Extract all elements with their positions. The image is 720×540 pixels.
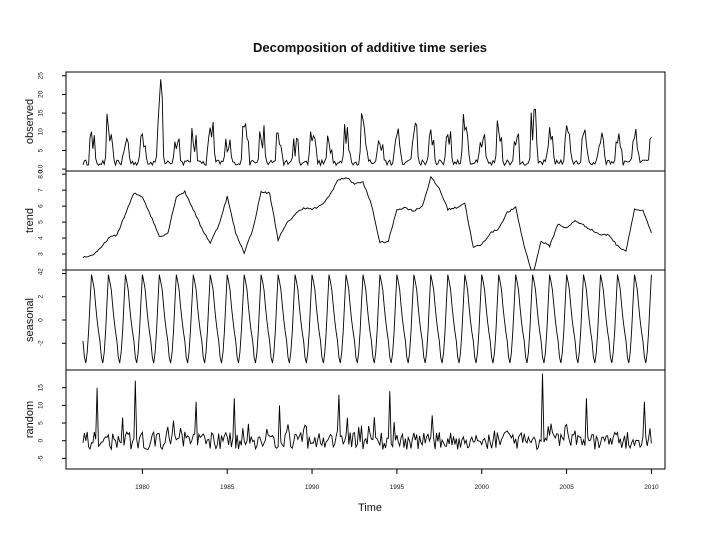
xtick-label-0: 1980	[135, 484, 150, 491]
panel-frame-random	[65, 369, 666, 470]
ytick-label-seasonal-1: 0	[38, 318, 45, 322]
ytick-label-seasonal-2: 2	[38, 295, 45, 299]
series-line-seasonal	[82, 274, 652, 364]
ytick-label-observed-5: 25	[38, 72, 45, 80]
panel-frame-observed	[65, 71, 666, 172]
ytick-label-observed-2: 10	[38, 128, 45, 136]
ytick-label-trend-4: 6	[38, 204, 45, 208]
ytick-label-trend-1: 3	[38, 252, 45, 256]
panel-observed: 0.0 5 10 15 20 25 observed	[24, 71, 666, 174]
ytick-label-seasonal-0: -2	[38, 340, 45, 346]
xtick-label-2: 1990	[305, 484, 320, 491]
ytick-label-trend-0: 2	[38, 268, 45, 272]
xtick-label-6: 2010	[644, 484, 659, 491]
series-line-random	[82, 373, 652, 451]
ylabel-random: random	[24, 401, 36, 438]
panel-frame-seasonal	[65, 269, 666, 371]
ylabel-observed: observed	[24, 99, 36, 144]
ylabel-seasonal: seasonal	[24, 298, 36, 342]
ytick-label-observed-3: 15	[38, 109, 45, 117]
ytick-label-seasonal-3: 4	[38, 271, 45, 275]
xtick-label-5: 2005	[559, 484, 574, 491]
ytick-label-random-4: 15	[38, 384, 45, 392]
ytick-label-trend-5: 7	[38, 188, 45, 192]
ytick-label-observed-1: 5	[38, 148, 45, 152]
ylabel-trend: trend	[24, 208, 36, 233]
panels: 0.0510152025observed2345678.0trend-2024s…	[24, 71, 666, 470]
x-axis: 1980 1985 1990 1995 2000 2005 2010	[135, 469, 659, 491]
ytick-label-random-1: 0	[38, 439, 45, 443]
chart-title: Decomposition of additive time series	[253, 40, 487, 55]
series-line-observed	[82, 79, 652, 167]
ytick-label-observed-4: 20	[38, 90, 45, 98]
ytick-label-random-3: 10	[38, 401, 45, 409]
ytick-label-random-2: 5	[38, 421, 45, 425]
xtick-label-4: 2000	[475, 484, 490, 491]
ytick-label-trend-2: 4	[38, 236, 45, 240]
ytick-label-trend-6: 8.0	[38, 169, 45, 178]
panel-trend: 2 3 4 5 6 7 8.0 trend	[24, 169, 666, 272]
x-axis-label: Time	[358, 502, 382, 514]
ytick-label-random-0: -5	[38, 455, 45, 461]
series-line-trend	[82, 175, 652, 271]
ytick-label-trend-3: 5	[38, 220, 45, 224]
xtick-label-1: 1985	[220, 484, 235, 491]
xtick-label-3: 1995	[390, 484, 405, 491]
panel-random: -5 0 5 10 15 random	[24, 369, 666, 470]
ytick-label-observed-0: 0.0	[38, 164, 45, 173]
